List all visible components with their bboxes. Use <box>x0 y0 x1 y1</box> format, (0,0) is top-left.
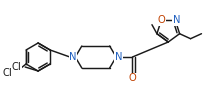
Text: O: O <box>129 73 136 83</box>
Text: Cl: Cl <box>11 62 21 72</box>
Text: Cl: Cl <box>2 68 12 78</box>
Text: N: N <box>115 52 122 62</box>
Text: N: N <box>173 15 180 25</box>
Text: N: N <box>69 52 77 62</box>
Text: O: O <box>157 15 165 25</box>
